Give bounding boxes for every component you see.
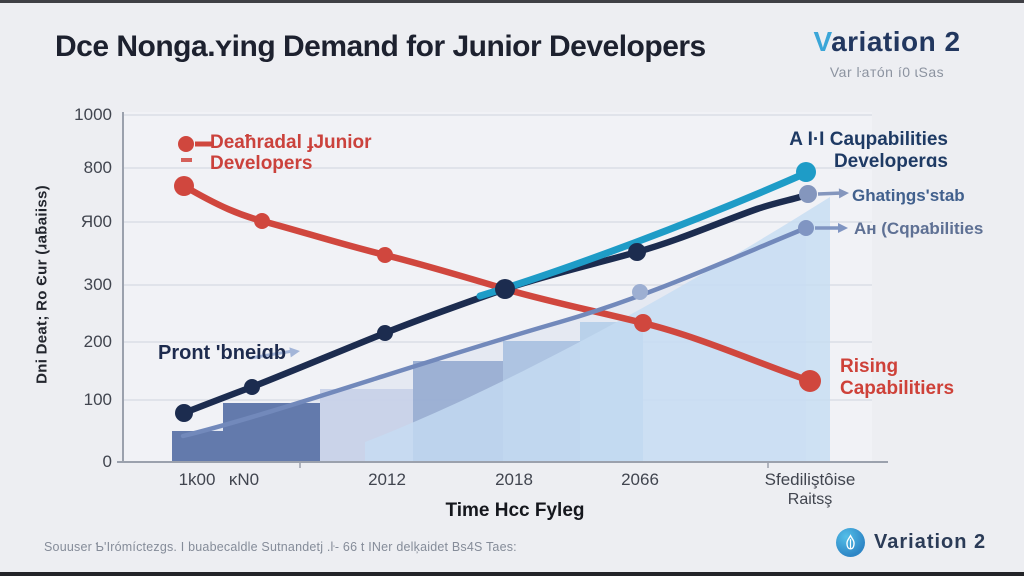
annotation-arrow-shaft <box>249 349 294 360</box>
x-axis-title: Time Hcc Fyleg <box>445 500 585 521</box>
legend-ai-line2: Developerɑs <box>833 151 948 173</box>
annotation-arrow-head <box>838 223 848 233</box>
annotation-arrow-head <box>838 188 849 199</box>
legend-red-line1: Deaħradal ɟJunior <box>210 132 372 153</box>
data-point <box>175 404 193 422</box>
annotation-arrow-shaft <box>817 191 843 196</box>
annotation-arrow-head <box>289 347 300 358</box>
data-point <box>796 162 816 182</box>
rising-area-fill <box>365 197 830 462</box>
rising-line1: Rising <box>840 356 899 377</box>
data-point <box>377 247 393 263</box>
data-point <box>799 370 821 392</box>
legend-red-demand: Deaħradal ɟJunior Developers <box>210 132 372 175</box>
logo-glyph-icon <box>846 534 855 550</box>
variation-accent-letter: V <box>813 26 832 57</box>
chart-title: Dce Nonga.ʏing Demand for Junior Develop… <box>55 30 706 63</box>
data-point <box>244 379 260 395</box>
data-point <box>628 243 646 261</box>
legend-marker-dot <box>178 136 194 152</box>
footer-brand-text: Variation 2 <box>874 531 987 553</box>
area-bar <box>172 431 223 462</box>
data-point <box>174 176 194 196</box>
variation-subtitle: Var ŀaтón í0 ɩSas <box>829 64 945 80</box>
variation-heading-rest: ariation 2 <box>831 26 961 57</box>
brand-logo-icon <box>836 528 865 557</box>
source-note: Souuser Ƅ'Irómíctezgs. I buabecaldle Sut… <box>44 540 517 554</box>
legend-ai-line1: A I·I Caɥpabilities <box>789 129 948 150</box>
series-line <box>180 225 809 439</box>
data-point <box>632 284 648 300</box>
annotation-chatings: Ghatiŋgs'stab <box>852 186 965 205</box>
annotation-an-capabilities: Aн (Cqpaƅilities <box>854 219 984 238</box>
annotation-rising-capabilities: Rising Capabilitiers <box>840 356 954 400</box>
data-point <box>495 279 515 299</box>
annotation-pront: Pront 'bneiɑb <box>158 342 287 364</box>
line-end-dot <box>799 185 817 203</box>
footer-brand: Variation 2 <box>836 528 986 557</box>
legend-marker-dash <box>181 158 192 162</box>
legend-red-line2: Developers <box>210 153 313 175</box>
variation-heading: Variation 2 <box>772 26 1002 58</box>
data-point <box>798 220 814 236</box>
rising-line2: Capabilitiers <box>840 377 955 399</box>
data-point <box>634 314 652 332</box>
y-axis-title: Dni Deat; Ro Єur (ɹaƃaiiss) <box>33 185 51 384</box>
legend-ai-capabilities: A I·I Caɥpabilities Developerɑs <box>789 129 948 174</box>
letterbox-bottom <box>0 572 1024 576</box>
data-point <box>377 325 393 341</box>
letterbox-top <box>0 0 1024 3</box>
data-point <box>254 213 270 229</box>
